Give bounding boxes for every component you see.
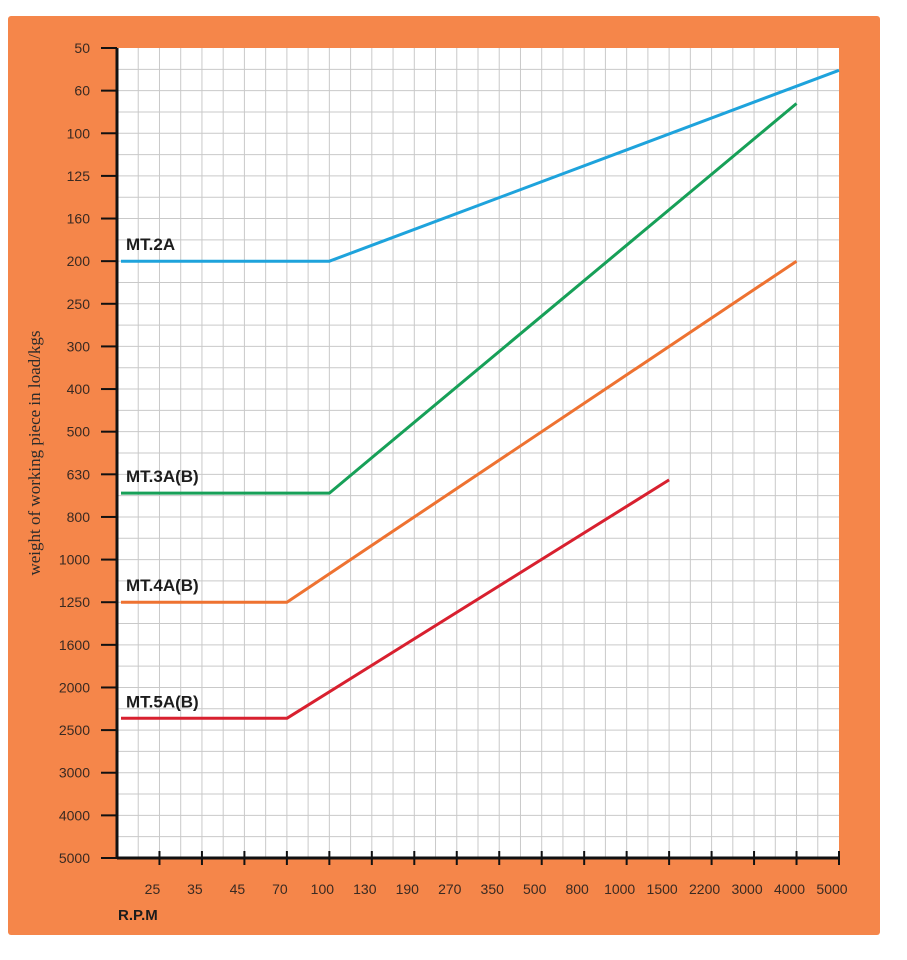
labels: MT.2A MT.3A(B) MT.4A(B) MT.5A(B) — [126, 235, 199, 711]
y-tick-label: 4000 — [59, 807, 90, 823]
series-label: MT.5A(B) — [126, 692, 199, 711]
y-tick-label: 5000 — [59, 850, 90, 866]
x-tick-label: 270 — [438, 881, 462, 897]
x-tick-label: 70 — [272, 881, 288, 897]
y-tick-label: 100 — [67, 125, 91, 141]
series-label: MT.2A — [126, 235, 175, 254]
x-tick-label: 35 — [187, 881, 203, 897]
x-tick-label: 5000 — [816, 881, 847, 897]
y-tick-label: 300 — [67, 338, 91, 354]
y-tick-label: 250 — [67, 296, 91, 312]
y-tick-label: 2500 — [59, 722, 90, 738]
y-tick-label: 160 — [67, 211, 91, 227]
x-tick-label: 100 — [311, 881, 335, 897]
series-line — [121, 68, 840, 263]
x-tick-label: 2200 — [689, 881, 720, 897]
y-tick-label: 125 — [67, 168, 91, 184]
series-line — [121, 102, 798, 495]
y-tick-label: 630 — [67, 466, 91, 482]
x-tick-label: 45 — [230, 881, 246, 897]
x-tick-label: 1500 — [647, 881, 678, 897]
y-tick-label: 1000 — [59, 552, 90, 568]
x-tick-label: 190 — [396, 881, 420, 897]
y-tick-label: 60 — [74, 83, 90, 99]
y-tick-label: 50 — [74, 40, 90, 56]
x-tick-label: 350 — [481, 881, 505, 897]
series-label: MT.4A(B) — [126, 576, 199, 595]
x-tick-label: 500 — [523, 881, 547, 897]
y-tick-label: 400 — [67, 381, 91, 397]
frame-tab — [8, 80, 18, 90]
series-label: MT.3A(B) — [126, 467, 199, 486]
y-tick-label: 1600 — [59, 637, 90, 653]
x-tick-label: 25 — [145, 881, 161, 897]
series-group — [121, 68, 840, 720]
y-axis-label: weight of working piece in load/kgs — [25, 330, 44, 575]
series-line — [121, 259, 798, 604]
y-tick-label: 3000 — [59, 765, 90, 781]
axes: 50 60 100 125 160 200 250 300 400 500 630 800 1000 12… — [59, 40, 848, 897]
y-tick-label: 200 — [67, 253, 91, 269]
y-tick-label: 1250 — [59, 594, 90, 610]
x-tick-label: 130 — [353, 881, 377, 897]
grid — [117, 48, 839, 858]
y-tick-label: 2000 — [59, 679, 90, 695]
series-line — [121, 478, 670, 720]
y-tick-label: 800 — [67, 509, 91, 525]
x-tick-label: 3000 — [731, 881, 762, 897]
x-tick-label: 1000 — [604, 881, 635, 897]
y-tick-label: 500 — [67, 424, 91, 440]
x-axis-label: R.P.M — [118, 907, 158, 924]
x-tick-label: 800 — [565, 881, 589, 897]
x-tick-label: 4000 — [774, 881, 805, 897]
